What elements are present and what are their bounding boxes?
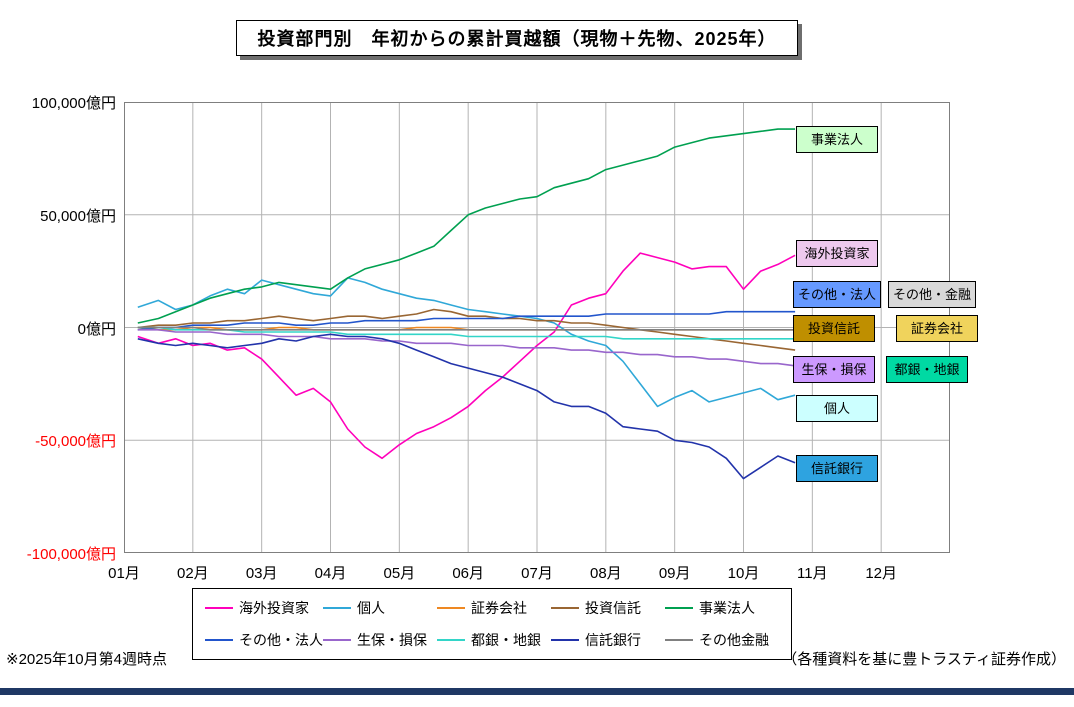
individuals-label: 個人: [796, 395, 878, 422]
series-line-business-corporations: [137, 128, 796, 324]
legend-swatch-trust-banks: [551, 639, 579, 642]
legend-swatch-city-regional-banks: [437, 639, 465, 642]
legend-swatch-life-nonlife-insurance: [323, 639, 351, 642]
y-tick-label: -100,000億円: [26, 546, 116, 563]
bottom-divider-bar: [0, 688, 1074, 695]
x-tick-label: 07月: [521, 565, 553, 582]
trust-banks-label: 信託銀行: [796, 455, 878, 482]
legend-label: その他・法人: [239, 632, 323, 649]
x-tick-label: 01月: [108, 565, 140, 582]
y-tick-label: 0億円: [77, 320, 116, 338]
legend-item-securities-firms: 証券会社: [437, 598, 551, 618]
x-tick-label: 10月: [727, 565, 760, 582]
x-tick-label: 11月: [797, 565, 828, 582]
legend-label: 投資信託: [585, 599, 641, 616]
foreign-investors-label: 海外投資家: [796, 240, 878, 267]
series-line-trust-banks: [137, 333, 796, 480]
legend-label: 事業法人: [699, 599, 755, 616]
legend-swatch-other-corporations: [205, 639, 233, 642]
investment-trusts-label: 投資信託: [793, 315, 875, 342]
securities-firms-label: 証券会社: [896, 315, 978, 342]
series-line-other-corporations: [137, 310, 796, 331]
life-nonlife-insurance-label: 生保・損保: [793, 356, 875, 383]
legend-item-individuals: 個人: [323, 598, 437, 618]
city-regional-banks-label: 都銀・地銀: [886, 356, 968, 383]
legend-label: 個人: [357, 599, 385, 616]
x-tick-label: 12月: [865, 565, 897, 582]
legend-label: 海外投資家: [239, 599, 309, 616]
legend-item-other-financials: その他金融: [665, 630, 779, 650]
legend-item-business-corporations: 事業法人: [665, 598, 779, 618]
legend-label: 生保・損保: [357, 632, 427, 649]
legend-swatch-individuals: [323, 606, 351, 609]
legend-item-investment-trusts: 投資信託: [551, 598, 665, 618]
x-tick-label: 06月: [452, 565, 484, 582]
y-tick-label: 100,000億円: [31, 95, 116, 112]
legend-label: 信託銀行: [585, 632, 641, 649]
series-line-investment-trusts: [137, 308, 796, 351]
footnote-asof: ※2025年10月第4週時点: [6, 651, 167, 668]
series-line-life-nonlife-insurance: [137, 329, 796, 367]
legend-item-other-corporations: その他・法人: [205, 630, 323, 650]
x-tick-label: 02月: [176, 565, 209, 582]
other-financials-label: その他・金融: [888, 281, 977, 308]
legend-swatch-investment-trusts: [551, 606, 579, 609]
legend-swatch-securities-firms: [437, 606, 465, 609]
series-line-other-financials: [137, 326, 796, 331]
legend-label: 都銀・地銀: [471, 632, 541, 649]
y-axis-labels: 100,000億円 50,000億円 0億円 -50,000億円 -100,000億円: [0, 0, 118, 707]
legend-label: その他金融: [699, 632, 769, 649]
x-tick-label: 09月: [658, 565, 691, 582]
y-tick-label: 50,000億円: [40, 207, 116, 225]
legend-item-foreign-investors: 海外投資家: [205, 598, 323, 618]
legend-swatch-foreign-investors: [205, 606, 233, 609]
series-line-city-regional-banks: [137, 326, 796, 340]
x-tick-label: 08月: [589, 565, 622, 582]
legend-item-life-nonlife-insurance: 生保・損保: [323, 630, 437, 650]
series-line-foreign-investors: [137, 252, 796, 460]
business-corporations-label: 事業法人: [796, 126, 878, 153]
chart-title: 投資部門別 年初からの累計買越額（現物＋先物、2025年）: [236, 20, 798, 56]
x-tick-label: 05月: [383, 565, 416, 582]
footnote-source: （各種資料を基に豊トラスティ証券作成）: [782, 651, 1066, 668]
legend-item-trust-banks: 信託銀行: [551, 630, 665, 650]
x-tick-label: 03月: [245, 565, 278, 582]
legend-label: 証券会社: [471, 599, 527, 616]
legend-item-city-regional-banks: 都銀・地銀: [437, 630, 551, 650]
x-tick-label: 04月: [314, 565, 347, 582]
legend-swatch-business-corporations: [665, 606, 693, 609]
legend-swatch-other-financials: [665, 639, 693, 642]
other-corporations-label: その他・法人: [793, 281, 882, 308]
series-line-individuals: [137, 277, 796, 408]
y-tick-label: -50,000億円: [35, 433, 116, 451]
legend: 海外投資家 個人 証券会社 投資信託 事業法人その他・法人 生保・損保 都銀・地銀 信託銀行 そ…: [192, 588, 792, 660]
